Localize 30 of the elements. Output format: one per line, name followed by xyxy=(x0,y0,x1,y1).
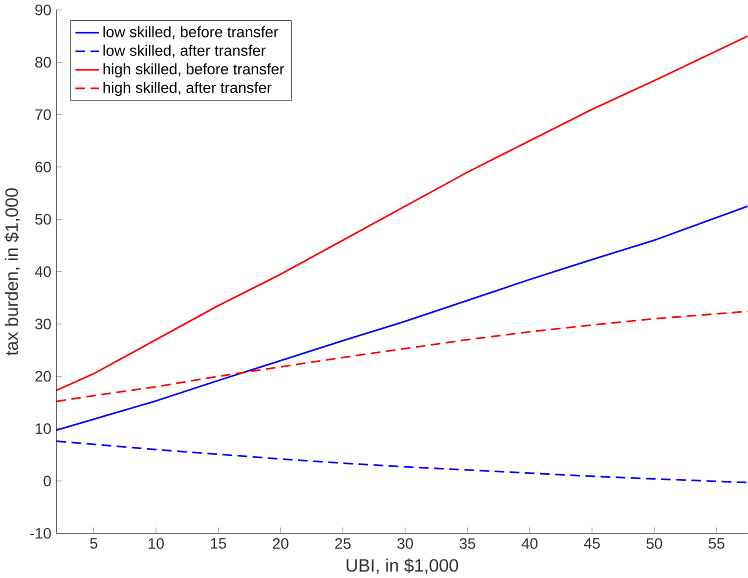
x-tick-label: 30 xyxy=(397,538,413,549)
y-tick-label: 60 xyxy=(35,161,51,172)
x-axis-title: UBI, in $1,000 xyxy=(346,558,458,574)
x-tick-label: 20 xyxy=(272,538,288,549)
y-axis-title: tax burden, in $1,000 xyxy=(4,188,20,356)
x-tick-label: 10 xyxy=(148,538,164,549)
legend-label: low skilled, after transfer xyxy=(104,44,266,58)
y-tick-label: 90 xyxy=(35,4,51,16)
y-tick-label: 10 xyxy=(36,423,51,434)
y-tick-label: 0 xyxy=(44,475,51,486)
legend-label: high skilled, after transfer xyxy=(104,82,272,96)
x-tick-label: 25 xyxy=(335,538,351,549)
x-tick-label: 55 xyxy=(708,538,724,549)
y-tick-label: 40 xyxy=(34,266,51,277)
y-tick-label: 80 xyxy=(35,56,51,68)
y-tick-label: 50 xyxy=(35,214,51,224)
x-tick-label: 50 xyxy=(646,538,662,549)
legend-label: high skilled, before transfer xyxy=(104,63,284,78)
x-tick-label: 40 xyxy=(522,538,538,549)
y-tick-label: 70 xyxy=(35,109,51,120)
line-series xyxy=(56,310,748,402)
x-tick-label: 15 xyxy=(211,538,226,549)
line-series xyxy=(56,440,748,484)
x-tick-label: 45 xyxy=(584,538,600,549)
y-tick-label: 20 xyxy=(35,370,51,382)
y-tick-label: -10 xyxy=(30,528,51,538)
x-tick-label: 5 xyxy=(90,538,98,549)
y-tick-label: 30 xyxy=(35,318,51,330)
x-tick-label: 35 xyxy=(460,538,476,549)
legend-label: low skilled, before transfer xyxy=(104,26,278,39)
